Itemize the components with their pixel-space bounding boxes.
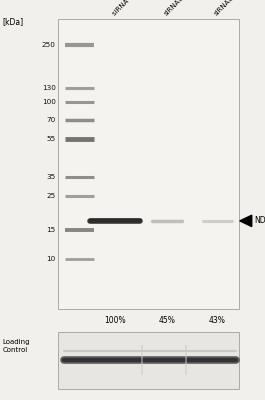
Text: 100: 100 xyxy=(42,99,56,105)
Text: 130: 130 xyxy=(42,85,56,91)
Text: 10: 10 xyxy=(46,256,56,262)
Text: NDUFS4: NDUFS4 xyxy=(254,216,265,225)
Text: Loading
Control: Loading Control xyxy=(3,339,30,353)
Text: 25: 25 xyxy=(46,192,56,198)
Text: [kDa]: [kDa] xyxy=(3,17,24,26)
Text: 15: 15 xyxy=(46,227,56,233)
Text: 45%: 45% xyxy=(158,316,175,325)
Text: 55: 55 xyxy=(46,136,56,142)
Text: siRNA Ctrl: siRNA Ctrl xyxy=(111,0,140,17)
Polygon shape xyxy=(240,215,252,226)
Text: 100%: 100% xyxy=(104,316,126,325)
Text: siRNA#2: siRNA#2 xyxy=(213,0,239,17)
FancyBboxPatch shape xyxy=(58,19,238,309)
Text: 70: 70 xyxy=(46,117,56,123)
FancyBboxPatch shape xyxy=(58,332,238,389)
Text: 43%: 43% xyxy=(209,316,226,325)
Text: 35: 35 xyxy=(46,174,56,180)
Text: 250: 250 xyxy=(42,42,56,48)
Text: siRNA#1: siRNA#1 xyxy=(163,0,189,17)
